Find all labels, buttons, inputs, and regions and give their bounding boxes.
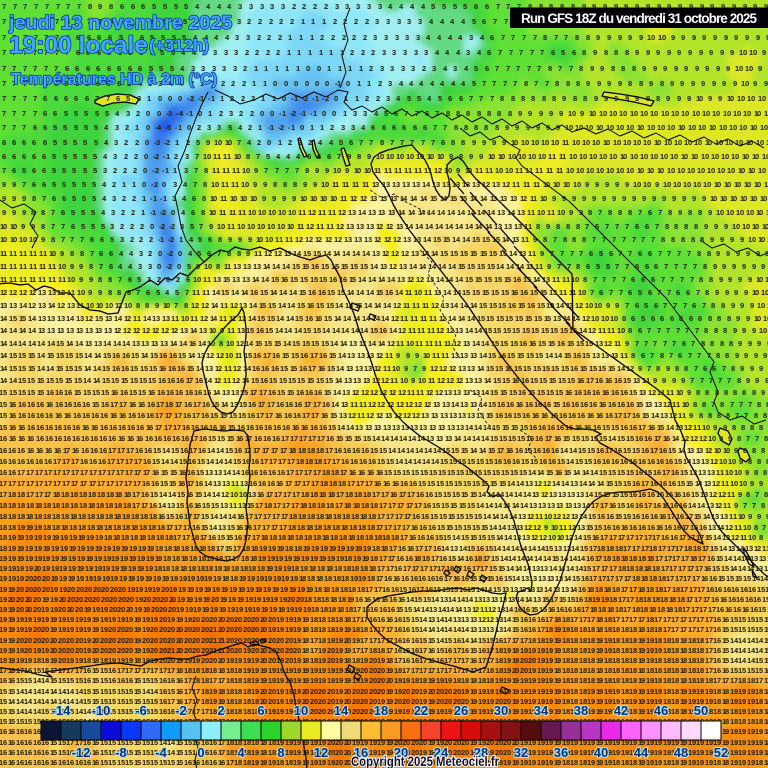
svg-text:38: 38 — [574, 703, 588, 718]
svg-text:jeudi 13 novembre 2025: jeudi 13 novembre 2025 — [8, 12, 232, 34]
svg-text:11111111111098876644320-204567: 11111111111098876644320-2045678891112121… — [0, 249, 768, 258]
svg-text:999876655543221-1-134681011101: 999876655543221-1-1346810111010109999101… — [2, 194, 768, 203]
svg-text:10: 10 — [294, 703, 308, 718]
svg-text:777665555543210-4-5-102335421-: 777665555543210-4-5-102335421-1-2-101123… — [2, 123, 768, 132]
svg-text:48: 48 — [674, 745, 688, 760]
svg-text:12: 12 — [314, 745, 328, 760]
svg-text:161616161616151516161616151515: 1616161616161515161616161515151515151514… — [0, 748, 768, 757]
svg-text:10101010987776653222-1-2145689: 10101010987776653222-1-21456899910101111… — [0, 235, 768, 244]
svg-text:-4: -4 — [155, 745, 167, 760]
svg-text:22: 22 — [414, 703, 428, 718]
svg-text:151515151516161615151515161615: 1515151515161616151515151616151516161616… — [0, 388, 768, 397]
svg-text:26: 26 — [454, 703, 468, 718]
svg-text:161615151414151515151615151616: 1616151514141515151516151516161615151516… — [0, 676, 768, 685]
svg-text:141414141414151414131314141413: 1414141414141514141313141414131313131414… — [0, 339, 768, 348]
svg-text:777777766666665554433332222111: 7777777666666655544333322221111112223333… — [2, 48, 768, 57]
svg-text:161617171717171717171717171717: 1616171717171717171717171717171717161515… — [0, 468, 768, 477]
svg-text:50: 50 — [694, 703, 708, 718]
svg-text:20: 20 — [394, 745, 408, 760]
svg-text:191919192020191919191919192020: 1919191920201919191919191920202019192020… — [0, 625, 768, 634]
svg-text:Copyright 2025 Meteociel.fr: Copyright 2025 Meteociel.fr — [351, 753, 499, 768]
svg-text:44: 44 — [634, 745, 649, 760]
svg-text:19:00 locale: 19:00 locale — [9, 32, 148, 59]
svg-text:42: 42 — [614, 703, 628, 718]
svg-text:191919202020191919191919191919: 1919192020201919191919191919191919191919… — [0, 574, 768, 583]
svg-text:151616161616161616161516171716: 1516161616161616161615161717161616171817… — [0, 400, 768, 409]
svg-text:181919191919191919191919191919: 1819191919191919191919191919191919191818… — [0, 544, 768, 553]
svg-text:-14: -14 — [52, 703, 72, 718]
svg-text:28: 28 — [474, 745, 488, 760]
svg-text:16: 16 — [354, 745, 368, 760]
svg-text:131314121314121311101010121088: 1313141213141213111010101210889107812121… — [0, 301, 768, 310]
svg-text:999887655543221-1-204681011111: 999887655543221-1-2046810111111101010101… — [2, 208, 768, 217]
svg-text:(+312h): (+312h) — [149, 36, 209, 55]
svg-text:0: 0 — [197, 745, 204, 760]
svg-text:181919191919191919191919181818: 1819191919191919191919191818181818181818… — [0, 533, 768, 542]
svg-text:161616161616161616161616151515: 1616161616161616161616161515151515151515… — [0, 758, 768, 767]
svg-text:-6: -6 — [135, 703, 147, 718]
svg-text:2: 2 — [217, 703, 224, 718]
svg-text:34: 34 — [534, 703, 549, 718]
svg-text:36: 36 — [554, 745, 568, 760]
svg-text:191920202020202020201920202020: 1919202020202020202019202020202019202020… — [0, 636, 768, 645]
svg-text:151414141414141414141515151515: 1514141414141414141415151515151515151516… — [0, 697, 768, 706]
svg-text:52: 52 — [714, 745, 728, 760]
svg-text:997665555542110-20347810111110: 997665555542110-203478101111109988899101… — [2, 180, 768, 189]
svg-text:171717171717171717171717171717: 1717171717171717171717171717171716161515… — [0, 479, 768, 488]
svg-text:40: 40 — [594, 745, 608, 760]
svg-text:141415151515151515141415151515: 1414151515151515151414151515151515161616… — [0, 376, 768, 385]
svg-text:-8: -8 — [115, 745, 127, 760]
svg-text:4: 4 — [237, 745, 245, 760]
svg-text:191919201919202020201920202020: 1919192019192020202019202020202019192020… — [0, 646, 768, 655]
svg-text:161616161616161616161616161616: 1616161616161616161616161616161616161616… — [0, 434, 768, 443]
svg-text:171817161515171717171615151617: 1718171615151717171716151516171717171717… — [0, 666, 768, 675]
svg-text:7777665555543200-3-4-101232200: 7777665555543200-3-4-101232200-1-2-1-100… — [2, 109, 768, 118]
svg-text:161616161616161716161616171717: 1616161616161617161616161717171616151415… — [0, 446, 768, 455]
svg-text:161616161616171717161616171717: 1616161616161717171616161717171716151414… — [0, 457, 768, 466]
svg-text:46: 46 — [654, 703, 668, 718]
svg-text:777777666665665555444433222111: 7777776666656655554444332221112222233333… — [2, 33, 768, 42]
svg-text:181818181818181818181818181818: 1818181818181818181818181818181818181615… — [0, 512, 768, 521]
svg-text:191919192019191919191919191919: 1919191920191919191919191919191919191818… — [0, 564, 768, 573]
svg-text:765665555532220-2-113781111111: 765665555532220-2-1137811111110977779991… — [2, 166, 768, 175]
svg-text:151514141415151515141414151515: 1515141414151515151414141515151515151516… — [0, 707, 768, 716]
svg-text:6: 6 — [257, 703, 264, 718]
svg-text:191919191919191919191919191919: 1919191919191919191919191919191919191920… — [0, 615, 768, 624]
svg-text:Run GFS 18Z du vendredi 31 oct: Run GFS 18Z du vendredi 31 octobre 2025 — [521, 11, 757, 26]
svg-text:191920202020191920202020202020: 1919202020201919202020202020201919191920… — [0, 585, 768, 594]
svg-text:191919191919191919191919191919: 1919191919191919191919191919191919191918… — [0, 554, 768, 563]
svg-text:141515141313131413121513141211: 1415151413131314131215131412111413131110… — [0, 314, 768, 323]
svg-text:191920202019192020201919192020: 1919202020191920202019191920202019192020… — [0, 605, 768, 614]
svg-text:-12: -12 — [72, 745, 91, 760]
svg-text:18: 18 — [374, 703, 388, 718]
svg-text:192020202019192020202020202020: 1920202020191920202020202020202019202020… — [0, 595, 768, 604]
svg-text:161616161616151517171616151515: 1616161616161515171716161515151515151514… — [0, 738, 768, 747]
svg-text:151616161616161616161616161616: 1516161616161616161616161616161616171717… — [0, 423, 768, 432]
svg-text:32: 32 — [514, 745, 528, 760]
svg-text:111111111111111099887653202610: 1111111111111110998876532026101113151313… — [0, 275, 768, 284]
svg-text:8: 8 — [277, 745, 284, 760]
svg-text:141414141313131313131313121212: 1414141413131313131313131212121212121213… — [0, 326, 768, 335]
svg-text:111111111111109987644330-20591: 111111111111109987644330-205910811131313… — [0, 262, 768, 271]
svg-text:171818171717181818181818181818: 1718181717171818181818181818181716151414… — [0, 490, 768, 499]
svg-text:30: 30 — [494, 703, 508, 718]
svg-text:181919191818192019191818181919: 1819191918181920191918181819191918181920… — [0, 656, 768, 665]
svg-text:-10: -10 — [92, 703, 111, 718]
svg-text:24: 24 — [434, 745, 449, 760]
svg-text:Températures HD à 2m (°C): Températures HD à 2m (°C) — [11, 71, 217, 88]
svg-text:181819191918181818181818181818: 1818191919181818181818181818181818181817… — [0, 523, 768, 532]
svg-text:141515151414151515141415161615: 1415151514141515151414151616151515161616… — [0, 364, 768, 373]
svg-text:181818181818181818181818181818: 1818181818181818181818181818181717161413… — [0, 501, 768, 510]
svg-text:14: 14 — [334, 703, 349, 718]
svg-text:-2: -2 — [175, 703, 187, 718]
svg-text:151514141414141414141515151515: 1515141414141414141415151515151515141416… — [0, 687, 768, 696]
